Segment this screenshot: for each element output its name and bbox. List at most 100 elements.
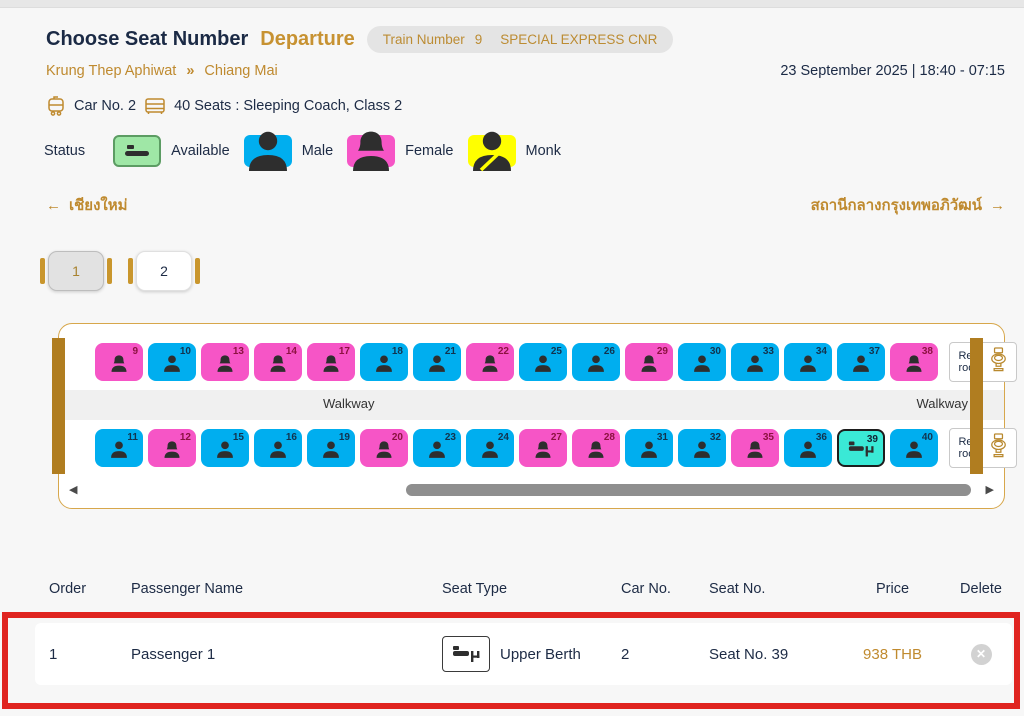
seat-number: 27 [550, 432, 562, 443]
train-number-value: 9 [474, 32, 483, 47]
upper-berth-icon [442, 636, 490, 672]
seat-number: 13 [232, 346, 244, 357]
seat-35[interactable]: 35 [731, 429, 779, 467]
next-station-label: สถานีกลางกรุงเทพอภิวัฒน์ [810, 197, 982, 214]
seat-33[interactable]: 33 [731, 343, 779, 381]
seat-28[interactable]: 28 [572, 429, 620, 467]
seat-10[interactable]: 10 [148, 343, 196, 381]
seat-number: 16 [285, 432, 297, 443]
col-header-price: Price [875, 581, 910, 597]
route-row: Krung Thep Aphiwat » Chiang Mai 23 Septe… [46, 63, 1005, 79]
seat-37[interactable]: 37 [837, 343, 885, 381]
seat-row-0: 9 10 13 14 17 18 21 22 25 26 29 30 33 34 37 38 Restroom [95, 342, 1017, 382]
seat-map-card: 9101314171821222526293033343738Restroom … [52, 323, 1017, 509]
seat-row-1: 11 12 15 16 19 20 23 24 27 28 31 32 35 36 39 40 Restroom [95, 428, 1017, 468]
col-header-seat-type: Seat Type [442, 581, 508, 597]
seat-number: 37 [868, 346, 880, 357]
page-button-2[interactable]: 2 [136, 251, 192, 291]
status-legend-title: Status [44, 143, 86, 159]
walkway-label-center: Walkway [323, 396, 375, 411]
seat-14[interactable]: 14 [254, 343, 302, 381]
restroom-cell: Restroom [949, 428, 1017, 468]
restroom-cell: Restroom [949, 342, 1017, 382]
next-station-link[interactable]: สถานีกลางกรุงเทพอภิวัฒน์ → [811, 193, 1005, 217]
horizontal-scrollbar: ◀ ▶ [69, 484, 994, 496]
route: Krung Thep Aphiwat » Chiang Mai [46, 63, 278, 79]
seat-38[interactable]: 38 [890, 343, 938, 381]
travel-datetime: 23 September 2025 | 18:40 - 07:15 [780, 63, 1005, 79]
car-number-label: Car No. 2 [74, 98, 137, 114]
seat-23[interactable]: 23 [413, 429, 461, 467]
seat-17[interactable]: 17 [307, 343, 355, 381]
walkway-label-right: Walkway [916, 396, 968, 411]
seat-31[interactable]: 31 [625, 429, 673, 467]
seat-27[interactable]: 27 [519, 429, 567, 467]
seat-number: 17 [338, 346, 350, 357]
seat-21[interactable]: 21 [413, 343, 461, 381]
seat-26[interactable]: 26 [572, 343, 620, 381]
seat-number: 29 [656, 346, 668, 357]
prev-station-link[interactable]: ← เชียงใหม่ [46, 193, 128, 217]
legend-item-available: Available [113, 135, 230, 167]
seat-19[interactable]: 19 [307, 429, 355, 467]
scroll-left-arrow-icon[interactable]: ◀ [69, 483, 78, 496]
seat-9[interactable]: 9 [95, 343, 143, 381]
seat-36[interactable]: 36 [784, 429, 832, 467]
left-arrow-icon: ← [46, 196, 61, 214]
seat-number: 9 [132, 346, 138, 357]
seat-type-cell: Upper Berth [417, 636, 607, 672]
seat-20[interactable]: 20 [360, 429, 408, 467]
legend-female-swatch [347, 131, 396, 171]
seat-number: 12 [179, 432, 191, 443]
train-car-icon [48, 96, 64, 116]
passenger-name-cell: Passenger 1 [131, 645, 216, 663]
seat-16[interactable]: 16 [254, 429, 302, 467]
seat-number: 20 [391, 432, 403, 443]
route-arrow-icon: » [186, 63, 195, 79]
seat-number: 34 [815, 346, 827, 357]
right-arrow-icon: → [990, 196, 1005, 214]
train-number-label: Train Number [382, 32, 465, 47]
seat-11[interactable]: 11 [95, 429, 143, 467]
seat-12[interactable]: 12 [148, 429, 196, 467]
seat-number: 33 [762, 346, 774, 357]
direction-label: Departure [260, 28, 355, 50]
legend-item-monk: Monk [467, 131, 561, 172]
seat-24[interactable]: 24 [466, 429, 514, 467]
seat-34[interactable]: 34 [784, 343, 832, 381]
seat-15[interactable]: 15 [201, 429, 249, 467]
station-nav: ← เชียงใหม่ สถานีกลางกรุงเทพอภิวัฒน์ → [46, 193, 1005, 217]
seat-number: 15 [232, 432, 244, 443]
status-legend-items: Available Male Female Monk [113, 131, 561, 172]
page-button-1[interactable]: 1 [48, 251, 104, 291]
seat-number: 38 [921, 346, 933, 357]
seat-13[interactable]: 13 [201, 343, 249, 381]
seat-number: 36 [815, 432, 827, 443]
seat-number: 19 [338, 432, 350, 443]
seat-number: 35 [762, 432, 774, 443]
seat-22[interactable]: 22 [466, 343, 514, 381]
seat-18[interactable]: 18 [360, 343, 408, 381]
seat-25[interactable]: 25 [519, 343, 567, 381]
berth-coach-icon [145, 98, 165, 114]
seat-29[interactable]: 29 [625, 343, 673, 381]
col-header-passenger-name: Passenger Name [131, 581, 244, 597]
car-info: Car No. 2 40 Seats : Sleeping Coach, Cla… [46, 95, 1024, 117]
legend-monk-label: Monk [525, 143, 561, 159]
seat-39[interactable]: 39 [837, 429, 885, 467]
seat-30[interactable]: 30 [678, 343, 726, 381]
car-page-2: 2 [128, 251, 200, 291]
legend-item-female: Female [347, 131, 454, 171]
scrollbar-thumb[interactable] [406, 484, 971, 496]
seat-40[interactable]: 40 [890, 429, 938, 467]
scroll-right-arrow-icon[interactable]: ▶ [985, 483, 994, 496]
order-cell: 1 [49, 645, 58, 663]
delete-passenger-button[interactable]: ✕ [970, 643, 992, 665]
legend-female-label: Female [405, 143, 454, 159]
seat-number: 31 [656, 432, 668, 443]
seat-32[interactable]: 32 [678, 429, 726, 467]
car-bumper-icon [128, 258, 133, 284]
seat-number: 40 [921, 432, 933, 443]
col-header-seat-no: Seat No. [709, 581, 766, 597]
